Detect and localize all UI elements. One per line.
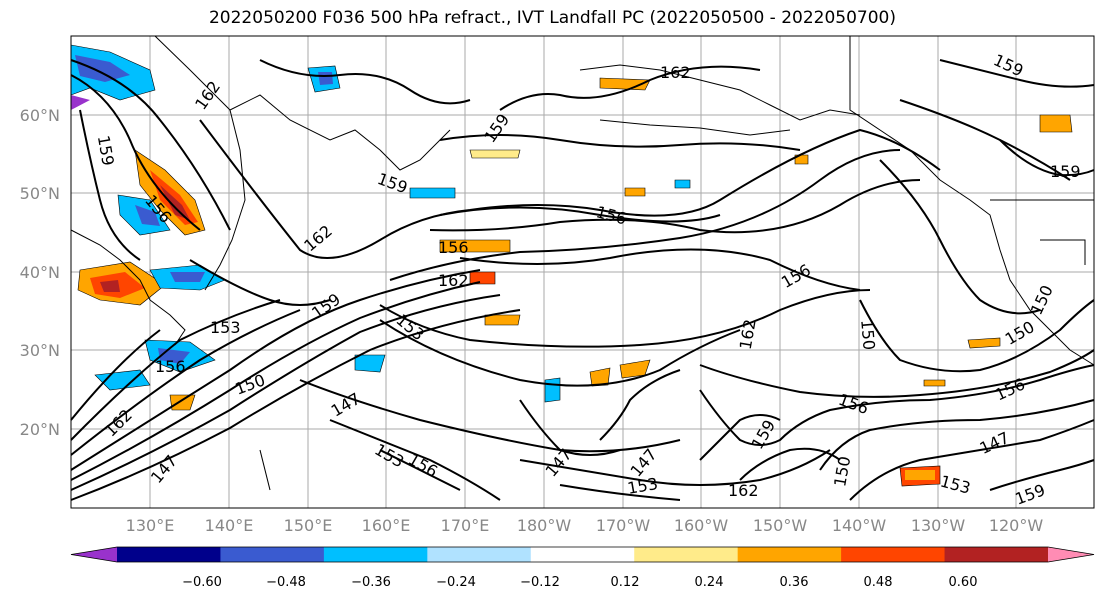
colorbar-tick: 0.24: [695, 575, 724, 590]
colorbar-bin: [944, 547, 1049, 562]
colorbar-bin: [737, 547, 842, 562]
graticule: [71, 36, 1094, 508]
lat-label: 60°N: [20, 106, 60, 125]
contour-lines: [70, 59, 1095, 501]
colorbar-bin: [220, 547, 325, 562]
lon-label: 150°W: [753, 516, 808, 535]
contour-label: 156: [155, 357, 186, 376]
shaded-patches: [70, 44, 1073, 487]
colorbar-outline: [70, 546, 1095, 563]
colorbar-bin: [323, 547, 428, 562]
colorbar-bin: [841, 547, 946, 562]
lon-label: 130°E: [126, 516, 175, 535]
lat-label: 50°N: [20, 184, 60, 203]
lon-label: 130°W: [911, 516, 966, 535]
lon-label: 160°E: [362, 516, 411, 535]
lat-label: 20°N: [20, 420, 60, 439]
map-title: 2022050200 F036 500 hPa refract., IVT La…: [208, 8, 896, 28]
lat-label: 40°N: [20, 263, 60, 282]
contour-label: 162: [438, 271, 469, 290]
latitude-labels: 60°N 50°N 40°N 30°N 20°N: [20, 106, 60, 439]
colorbar-tick: −0.24: [436, 575, 476, 590]
colorbar-bin: [427, 547, 532, 562]
colorbar-tick: 0.60: [949, 575, 978, 590]
colorbar-tick: 0.48: [864, 575, 893, 590]
lon-label: 120°W: [989, 516, 1044, 535]
colorbar-tick-labels: −0.60 −0.48 −0.36 −0.24 −0.12 0.12 0.24 …: [182, 575, 977, 590]
contour-label: 156: [438, 238, 469, 257]
lon-label: 170°E: [441, 516, 490, 535]
contour-label: 150: [857, 319, 879, 351]
colorbar-extend-low: [71, 547, 117, 562]
lon-label: 140°W: [832, 516, 887, 535]
colorbar-extend-high: [1048, 547, 1094, 562]
colorbar: [70, 546, 1095, 563]
contour-label: 162: [728, 481, 759, 500]
colorbar-tick: −0.60: [182, 575, 222, 590]
colorbar-tick: −0.36: [351, 575, 391, 590]
colorbar-bin: [117, 547, 221, 562]
colorbar-bin: [530, 547, 635, 562]
lon-label: 170°W: [596, 516, 651, 535]
contour-label: 162: [660, 63, 691, 82]
lon-label: 140°E: [205, 516, 254, 535]
lon-label: 180°W: [517, 516, 572, 535]
lat-label: 30°N: [20, 341, 60, 360]
lon-label: 160°W: [674, 516, 729, 535]
longitude-labels: 130°E 140°E 150°E 160°E 170°E 180°W 170°…: [126, 516, 1044, 535]
colorbar-tick: 0.12: [611, 575, 640, 590]
contour-label: 159: [1050, 162, 1081, 181]
lon-label: 150°E: [284, 516, 333, 535]
map-panel: 162 159 162 159 159 156 156 162 162 156 …: [70, 35, 1095, 509]
colorbar-tick: 0.36: [780, 575, 809, 590]
colorbar-bin: [634, 547, 739, 562]
colorbar-tick: −0.48: [266, 575, 306, 590]
contour-label: 153: [210, 318, 241, 337]
colorbar-tick: −0.12: [520, 575, 560, 590]
